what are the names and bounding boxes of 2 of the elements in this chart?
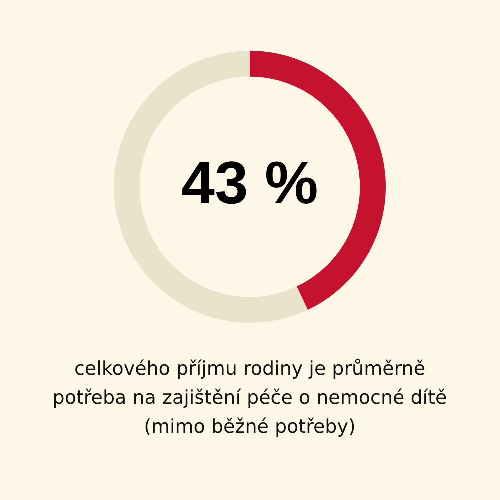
data-label: 43 % [182, 150, 318, 217]
text: celkového příjmu rodiny je průměrně potřeba na zajištění péče o nemocné dítě (mimo běžné potřeby) [52, 357, 448, 440]
